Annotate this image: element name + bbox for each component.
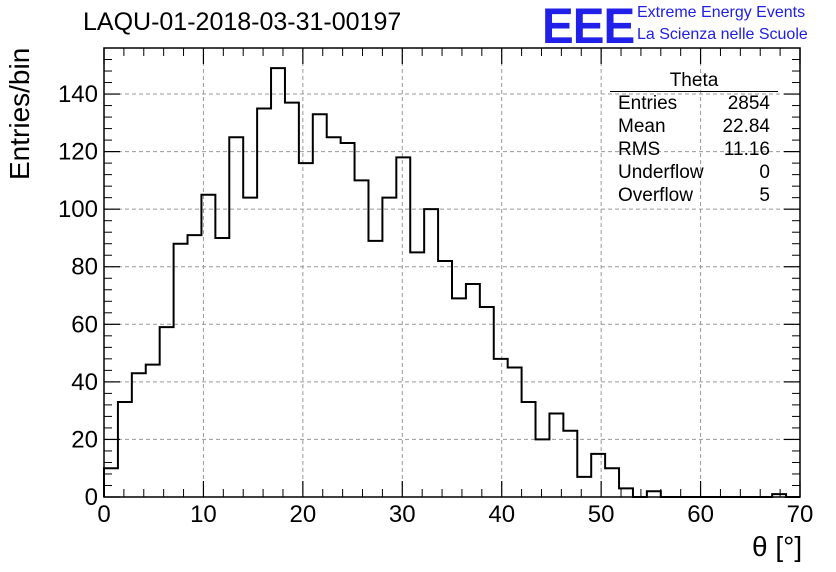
stats-row: Entries 2854 (610, 92, 778, 115)
plot-frame (103, 47, 801, 498)
stats-row: Overflow 5 (610, 184, 778, 207)
stats-value: 5 (759, 185, 770, 206)
logo-line-2: La Scienza nelle Scuole (637, 26, 808, 43)
stats-value: 2854 (727, 93, 770, 114)
y-tick-label: 100 (58, 196, 98, 223)
x-tick-label: 20 (290, 501, 317, 528)
stats-label: RMS (618, 139, 661, 160)
stats-label: Underflow (618, 162, 704, 183)
x-tick-label: 30 (389, 501, 416, 528)
y-tick-label: 140 (58, 81, 98, 108)
stats-box: Theta Entries 2854 Mean 22.84 RMS 11.16 Underf… (610, 70, 778, 207)
stats-title: Theta (610, 70, 778, 92)
y-tick-label: 0 (85, 484, 98, 511)
stats-value: 22.84 (722, 116, 770, 137)
chart-title: LAQU-01-2018-03-31-00197 (83, 8, 402, 36)
axis-ticks (103, 48, 801, 498)
stats-value: 11.16 (723, 139, 770, 160)
x-tick-label: 10 (190, 501, 217, 528)
logo-line-1: Extreme Energy Events (637, 4, 806, 21)
stats-label: Mean (618, 116, 666, 137)
y-axis-label: Entries/bin (4, 47, 35, 180)
x-tick-label: 70 (787, 501, 814, 528)
x-axis-label: θ [°] (752, 531, 803, 562)
x-tick-label: 60 (687, 501, 714, 528)
x-tick-label: 0 (97, 501, 110, 528)
stats-label: Overflow (618, 185, 693, 206)
stats-row: Underflow 0 (610, 161, 778, 184)
y-tick-label: 120 (58, 139, 98, 166)
x-tick-label: 40 (488, 501, 515, 528)
stats-value: 0 (759, 162, 770, 183)
y-tick-label: 20 (71, 426, 98, 453)
stats-label: Entries (618, 93, 678, 114)
stats-rows: Entries 2854 Mean 22.84 RMS 11.16 Underflow 0 Ov… (610, 92, 778, 207)
stats-row: Mean 22.84 (610, 115, 778, 138)
eee-logo: EEE (542, 0, 635, 54)
grid-lines (104, 48, 800, 497)
x-tick-label: 50 (588, 501, 615, 528)
y-tick-label: 80 (71, 254, 98, 281)
y-tick-label: 40 (71, 369, 98, 396)
stats-row: RMS 11.16 (610, 138, 778, 161)
y-tick-label: 60 (71, 311, 98, 338)
